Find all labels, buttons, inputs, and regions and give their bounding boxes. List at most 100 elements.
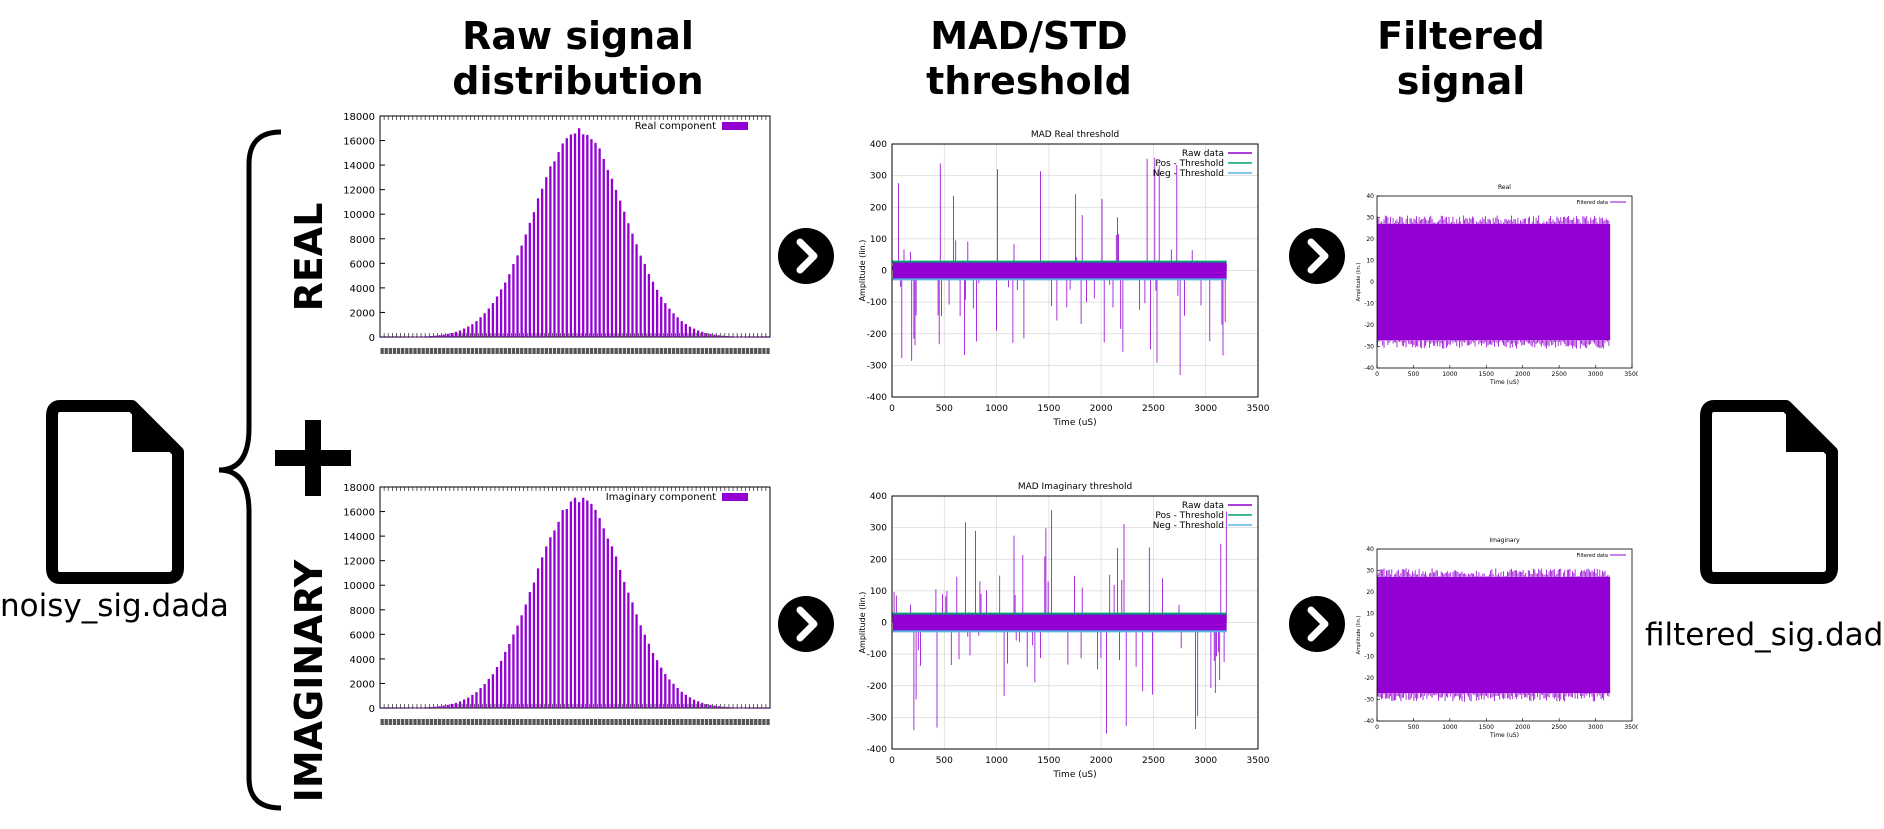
x-tick-label-mark — [433, 719, 438, 725]
chart-title: Real — [1498, 184, 1511, 191]
x-tick-label-mark — [589, 348, 594, 354]
histogram-bar — [709, 704, 712, 708]
x-tick-label-mark — [548, 348, 553, 354]
histogram-bar — [483, 684, 486, 708]
x-tick-label-mark — [450, 348, 454, 354]
x-tick-label-mark — [655, 348, 659, 354]
filtered-real-chart: Real 0 500 1000 1500 2000 2500 3000 3500 40 30 20 10… — [1356, 184, 1638, 386]
histogram-bar — [660, 667, 663, 708]
histogram-bar — [454, 331, 458, 337]
x-tick-label-mark — [413, 348, 417, 354]
histogram-bar — [524, 604, 527, 708]
y-tick-label: 0 — [1370, 279, 1374, 286]
histogram-bar — [487, 678, 490, 708]
y-tick-label: -40 — [1364, 718, 1374, 725]
x-tick-label-mark — [470, 348, 475, 354]
histogram-bar — [421, 336, 425, 338]
histogram-bar — [565, 138, 568, 337]
x-tick-label: 3000 — [1194, 404, 1217, 414]
histogram-bar — [426, 336, 429, 338]
histogram-bar — [594, 142, 597, 337]
histogram-bar — [606, 538, 609, 708]
histogram-bar — [569, 501, 573, 708]
histogram-bar — [417, 707, 421, 709]
x-tick-label-mark — [491, 719, 495, 725]
x-tick-label-mark — [614, 719, 618, 725]
histogram-real: 0 2000 4000 6000 8000 10000 12000 14000 16000 180… — [343, 112, 771, 354]
x-tick-label-mark — [479, 719, 483, 725]
x-tick-label-mark — [437, 348, 442, 354]
y-tick-label: 8000 — [350, 606, 375, 617]
x-tick-label-mark — [766, 348, 770, 354]
x-tick-label-mark — [470, 719, 475, 725]
histogram-bar — [409, 707, 412, 709]
chart-title: Imaginary — [1489, 537, 1520, 544]
x-tick-label-mark — [667, 348, 672, 354]
y-tick-label: 0 — [881, 267, 887, 277]
y-tick-label: -20 — [1364, 322, 1374, 329]
x-tick-label-mark — [626, 719, 631, 725]
x-tick-label-mark — [671, 719, 676, 725]
histogram-bar — [676, 688, 679, 708]
x-tick-label-mark — [437, 719, 442, 725]
histogram-bar — [582, 134, 585, 337]
x-tick-label-mark — [479, 348, 483, 354]
histogram-bar — [692, 328, 696, 337]
x-tick-label-mark — [577, 348, 581, 354]
histogram-bar — [541, 188, 544, 337]
legend-swatch — [722, 122, 748, 130]
legend-label: Raw data — [1182, 149, 1224, 159]
y-tick-label: 4000 — [350, 284, 375, 295]
x-tick-label: 2500 — [1552, 724, 1567, 731]
histogram-bar — [672, 683, 675, 708]
x-tick-label-mark — [474, 348, 479, 354]
y-tick-label: -300 — [867, 713, 888, 723]
header-raw-distribution: Raw signal distribution — [452, 14, 704, 103]
x-tick-label-mark — [737, 719, 741, 725]
x-tick-label-mark — [507, 719, 512, 725]
x-tick-label-mark — [524, 348, 528, 354]
label-real: REAL — [287, 202, 331, 312]
x-tick-label: 500 — [936, 404, 953, 414]
y-tick-label: -40 — [1364, 365, 1374, 372]
histogram-bar — [635, 614, 638, 708]
y-tick-label: 20 — [1366, 589, 1374, 596]
histogram-bar — [417, 336, 421, 338]
x-tick-label-mark — [528, 719, 532, 725]
histogram-bar — [569, 134, 573, 337]
histogram-bar — [430, 335, 433, 337]
x-tick-label-mark — [495, 719, 499, 725]
histogram-bar — [475, 692, 478, 708]
legend-swatch — [722, 493, 748, 501]
x-tick-label-mark — [413, 719, 417, 725]
x-tick-label-mark — [758, 719, 762, 725]
x-tick-label-mark — [487, 348, 491, 354]
x-tick-label-mark — [745, 719, 750, 725]
x-tick-label-mark — [573, 719, 577, 725]
y-tick-label: -400 — [867, 745, 888, 755]
histogram-bar — [701, 331, 704, 337]
x-tick-label: 3500 — [1624, 724, 1638, 731]
x-tick-label-mark — [511, 719, 516, 725]
x-tick-label-mark — [733, 719, 737, 725]
histogram-bar — [602, 528, 605, 708]
y-tick-label: 30 — [1366, 568, 1374, 575]
histogram-bar — [684, 323, 687, 337]
histogram-bar — [594, 509, 597, 708]
histogram-bar — [692, 699, 696, 708]
x-tick-label-mark — [704, 348, 709, 354]
x-tick-label-mark — [745, 348, 750, 354]
x-tick-label-mark — [700, 348, 704, 354]
histogram-bar — [491, 303, 495, 337]
histogram-bar — [643, 263, 646, 337]
histogram-bar — [561, 143, 564, 337]
chevron-right-circle-icon — [778, 228, 834, 284]
x-tick-label-mark — [725, 719, 729, 725]
x-tick-label-mark — [425, 719, 429, 725]
x-tick-label-mark — [676, 719, 680, 725]
x-tick-label-mark — [552, 719, 557, 725]
x-tick-label: 3000 — [1194, 756, 1217, 766]
histogram-bar — [627, 223, 630, 337]
x-tick-label-mark — [409, 719, 413, 725]
x-tick-label-mark — [429, 719, 434, 725]
